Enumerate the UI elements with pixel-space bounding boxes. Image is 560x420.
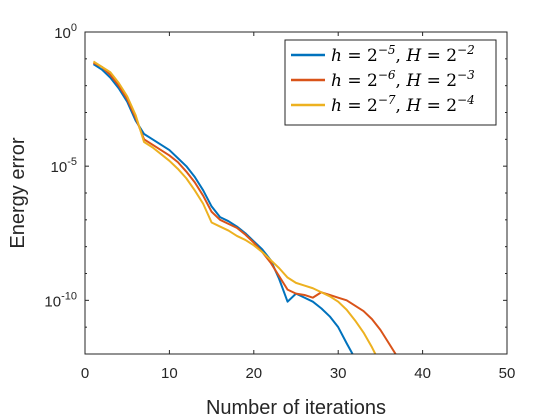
legend-H: H <box>405 96 422 116</box>
legend-h-exp: −5 <box>378 43 396 57</box>
legend-entry: h = 2−7, H = 2−4 <box>331 93 475 116</box>
legend-sep: , <box>396 71 407 91</box>
legend-h: h <box>331 71 342 91</box>
x-axis: 0 10 20 30 40 50 <box>81 32 516 382</box>
legend-h: h <box>331 46 342 66</box>
legend-H: H <box>405 46 422 66</box>
legend: h = 2−5, H = 2−2h = 2−6, H = 2−3h = 2−7,… <box>284 39 497 126</box>
series-line-3 <box>92 60 377 354</box>
x-tick-label: 40 <box>414 365 431 382</box>
y-axis-label: Energy error <box>7 137 29 248</box>
legend-entry: h = 2−5, H = 2−2 <box>331 43 475 66</box>
y-tick-exponent: -5 <box>67 156 77 168</box>
x-tick-label: 10 <box>161 365 178 382</box>
y-tick-base: 10 <box>54 25 71 42</box>
x-tick-label: 50 <box>499 365 516 382</box>
legend-h-exp: −6 <box>378 68 396 82</box>
legend-sep: , <box>396 96 407 116</box>
legend-h-exp: −7 <box>378 93 396 107</box>
legend-H-exp: −2 <box>457 43 475 57</box>
y-tick-base: 10 <box>51 159 68 176</box>
x-tick-label: 20 <box>245 365 262 382</box>
y-tick-label: 100 <box>54 22 77 42</box>
y-tick-label: 10-10 <box>44 290 77 310</box>
legend-sep: , <box>396 46 407 66</box>
x-tick-label: 30 <box>330 365 347 382</box>
legend-eq: = 2 <box>342 46 378 66</box>
legend-eq: = 2 <box>342 96 378 116</box>
legend-eq: = 2 <box>421 46 457 66</box>
y-tick-exponent: 0 <box>71 22 77 34</box>
y-tick-label: 10-5 <box>51 156 77 176</box>
x-tick-label: 0 <box>81 365 89 382</box>
series-layer <box>92 60 397 354</box>
y-tick-base: 10 <box>44 293 61 310</box>
legend-H-exp: −4 <box>457 93 475 107</box>
x-axis-label: Number of iterations <box>206 397 386 419</box>
legend-h: h <box>331 96 342 116</box>
legend-H: H <box>405 71 422 91</box>
legend-eq: = 2 <box>421 96 457 116</box>
legend-eq: = 2 <box>421 71 457 91</box>
legend-eq: = 2 <box>342 71 378 91</box>
legend-entry: h = 2−6, H = 2−3 <box>331 68 475 91</box>
legend-H-exp: −3 <box>457 68 475 82</box>
y-tick-exponent: -10 <box>61 290 77 302</box>
